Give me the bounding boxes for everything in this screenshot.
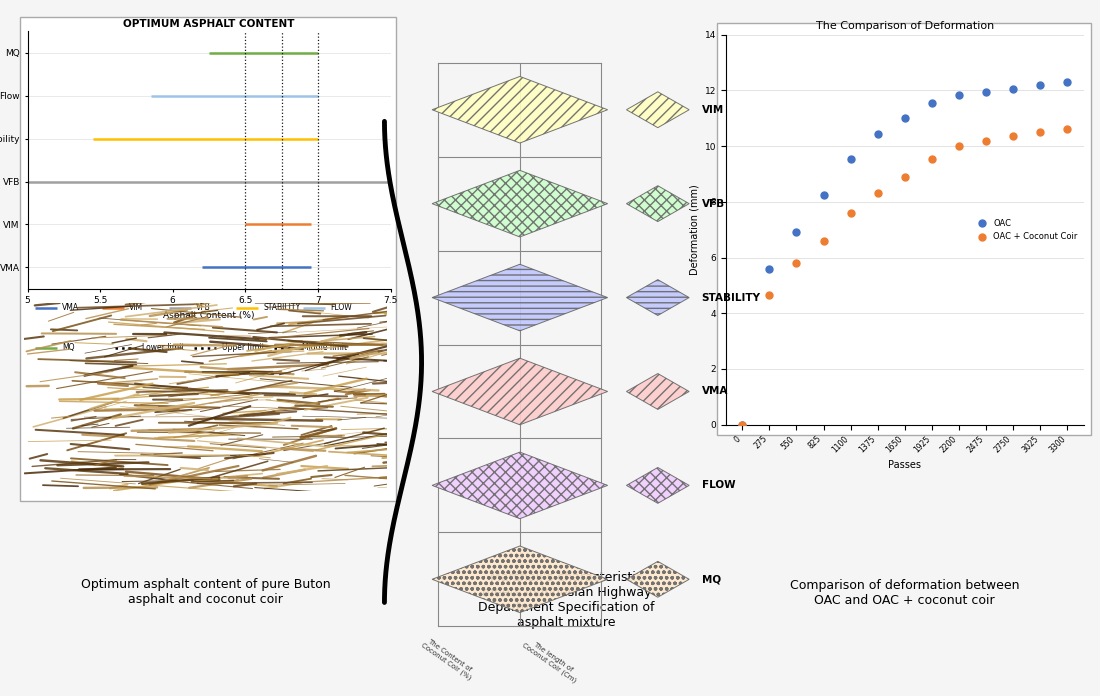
Polygon shape xyxy=(627,468,689,503)
Polygon shape xyxy=(627,562,689,597)
Polygon shape xyxy=(432,171,607,237)
OAC + Coconut Coir xyxy=(977,135,994,146)
OAC xyxy=(895,113,913,124)
Polygon shape xyxy=(627,280,689,315)
OAC xyxy=(977,86,994,97)
Legend: OAC, OAC + Coconut Coir: OAC, OAC + Coconut Coir xyxy=(972,217,1079,242)
OAC xyxy=(869,128,887,139)
OAC xyxy=(1004,84,1022,95)
Text: VMA: VMA xyxy=(62,303,79,313)
Polygon shape xyxy=(627,92,689,127)
Text: Optimum asphalt content of pure Buton
asphalt and coconut coir: Optimum asphalt content of pure Buton as… xyxy=(81,578,330,606)
OAC + Coconut Coir xyxy=(760,290,778,301)
OAC xyxy=(950,89,968,100)
Text: Lower limit: Lower limit xyxy=(142,343,185,352)
X-axis label: Passes: Passes xyxy=(889,460,922,470)
OAC xyxy=(734,419,751,430)
OAC + Coconut Coir xyxy=(1032,127,1049,138)
OAC + Coconut Coir xyxy=(1058,124,1076,135)
Text: Middle limit: Middle limit xyxy=(301,343,346,352)
Polygon shape xyxy=(432,264,607,331)
Text: Upper limit: Upper limit xyxy=(222,343,264,352)
OAC xyxy=(842,153,859,164)
Text: FLOW: FLOW xyxy=(331,303,352,313)
OAC xyxy=(1032,79,1049,90)
OAC xyxy=(760,263,778,274)
OAC xyxy=(815,189,833,200)
Text: The length of
Coconut Coir (Cm): The length of Coconut Coir (Cm) xyxy=(521,636,582,683)
OAC + Coconut Coir xyxy=(950,141,968,152)
OAC xyxy=(788,227,805,238)
Text: MQ: MQ xyxy=(62,343,75,352)
Text: STABILITY: STABILITY xyxy=(264,303,300,313)
Text: VFB: VFB xyxy=(196,303,211,313)
Text: Marshall’s characteristic
meets Indonesian Highway
Department Specification of
a: Marshall’s characteristic meets Indonesi… xyxy=(478,571,654,629)
Text: The Content of
Coconut Coir (%): The Content of Coconut Coir (%) xyxy=(419,636,476,681)
Polygon shape xyxy=(627,374,689,409)
Text: VIM: VIM xyxy=(129,303,143,313)
X-axis label: Asphalt Content (%): Asphalt Content (%) xyxy=(163,311,255,320)
Title: OPTIMUM ASPHALT CONTENT: OPTIMUM ASPHALT CONTENT xyxy=(123,19,295,29)
Text: VFB: VFB xyxy=(702,198,725,209)
Polygon shape xyxy=(627,186,689,221)
Text: VIM: VIM xyxy=(702,104,724,115)
OAC + Coconut Coir xyxy=(1004,131,1022,142)
Polygon shape xyxy=(432,77,607,143)
OAC + Coconut Coir xyxy=(842,207,859,219)
Text: VMA: VMA xyxy=(702,386,728,397)
OAC xyxy=(1058,77,1076,88)
Polygon shape xyxy=(432,546,607,612)
Text: MQ: MQ xyxy=(702,574,721,585)
Polygon shape xyxy=(432,358,607,425)
OAC + Coconut Coir xyxy=(869,188,887,199)
Title: The Comparison of Deformation: The Comparison of Deformation xyxy=(815,22,994,31)
OAC + Coconut Coir xyxy=(815,235,833,246)
OAC + Coconut Coir xyxy=(923,153,940,164)
Text: Comparison of deformation between
OAC and OAC + coconut coir: Comparison of deformation between OAC an… xyxy=(790,579,1020,608)
OAC + Coconut Coir xyxy=(734,419,751,430)
Text: FLOW: FLOW xyxy=(702,480,735,491)
OAC xyxy=(923,97,940,109)
Text: STABILITY: STABILITY xyxy=(702,292,761,303)
Polygon shape xyxy=(432,452,607,519)
OAC + Coconut Coir xyxy=(895,171,913,182)
OAC + Coconut Coir xyxy=(788,258,805,269)
Y-axis label: Deformation (mm): Deformation (mm) xyxy=(690,184,700,275)
